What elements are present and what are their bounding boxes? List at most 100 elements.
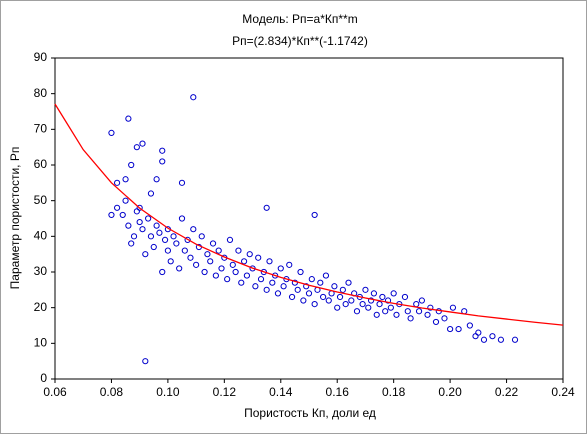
- data-point: [173, 240, 180, 247]
- data-point: [232, 268, 239, 276]
- plot-area: [54, 57, 564, 380]
- data-point: [418, 297, 425, 304]
- x-tick-label: 0.22: [495, 385, 519, 399]
- data-point: [263, 286, 270, 293]
- data-point: [342, 301, 349, 308]
- y-tick-label: 30: [34, 264, 48, 278]
- x-axis-label: Пористость Кп, доли ед: [244, 406, 376, 420]
- data-point: [291, 279, 298, 286]
- x-tick-label: 0.06: [43, 385, 67, 399]
- data-point: [136, 204, 143, 211]
- data-point: [128, 161, 135, 169]
- data-point: [212, 272, 219, 279]
- data-point: [190, 94, 197, 101]
- y-tick-label: 60: [34, 157, 48, 171]
- data-point: [466, 322, 473, 329]
- data-point: [207, 258, 214, 265]
- x-tick-label: 0.18: [382, 385, 406, 399]
- data-point: [359, 301, 366, 308]
- data-point: [201, 268, 208, 276]
- data-point: [142, 358, 149, 365]
- data-point: [176, 265, 183, 272]
- data-point: [286, 261, 293, 268]
- data-point: [424, 311, 431, 318]
- data-point: [240, 258, 248, 265]
- data-point: [181, 247, 188, 254]
- data-point: [243, 272, 251, 279]
- x-tick-label: 0.08: [100, 385, 124, 399]
- y-tick-label: 70: [34, 122, 48, 136]
- data-point: [224, 276, 231, 283]
- data-point: [480, 336, 488, 343]
- chart-subtitle: Рп=(2.834)*Кп**(-1.1742): [232, 34, 368, 48]
- data-point: [235, 247, 242, 254]
- data-point: [362, 286, 369, 293]
- data-point: [415, 308, 423, 315]
- data-point: [384, 297, 392, 304]
- data-point: [167, 258, 174, 265]
- data-point: [367, 297, 375, 304]
- data-point: [305, 290, 313, 297]
- x-tick-label: 0.16: [326, 385, 350, 399]
- data-point: [387, 304, 394, 311]
- data-point: [427, 304, 434, 311]
- data-point: [153, 222, 160, 229]
- data-point: [178, 215, 186, 222]
- data-point: [277, 265, 284, 272]
- data-point: [153, 176, 160, 183]
- data-point: [204, 251, 211, 258]
- data-point: [379, 293, 386, 301]
- y-tick-label: 90: [34, 50, 48, 64]
- data-point: [119, 211, 126, 219]
- data-point: [147, 233, 155, 240]
- data-point: [156, 229, 163, 236]
- x-tick-label: 0.12: [213, 385, 237, 399]
- y-axis-label: Параметр пористости, Рп: [8, 147, 22, 290]
- data-point: [113, 204, 121, 211]
- data-point: [320, 293, 327, 301]
- data-point: [449, 304, 457, 311]
- data-point: [345, 279, 352, 286]
- data-point: [229, 261, 236, 268]
- data-point: [255, 254, 262, 261]
- data-point: [475, 329, 482, 336]
- data-point: [497, 336, 505, 343]
- data-point: [300, 297, 307, 304]
- data-point: [331, 283, 338, 290]
- data-point: [401, 293, 409, 301]
- data-point: [139, 140, 146, 147]
- data-point: [511, 336, 519, 343]
- data-point: [150, 243, 157, 251]
- data-point: [407, 315, 414, 322]
- data-point: [161, 236, 169, 243]
- data-point: [170, 233, 177, 240]
- data-point: [263, 204, 270, 211]
- data-point: [339, 286, 346, 293]
- data-point: [266, 258, 273, 265]
- chart-title: Модель: Рп=а*Кп**m: [242, 12, 357, 26]
- fit-curve: [54, 103, 564, 326]
- data-point: [334, 304, 341, 311]
- data-point: [288, 293, 296, 301]
- data-point: [297, 268, 304, 276]
- data-point: [209, 240, 217, 247]
- x-tick-label: 0.10: [156, 385, 180, 399]
- data-point: [311, 301, 318, 308]
- data-point: [147, 190, 155, 197]
- data-point: [280, 283, 287, 290]
- data-point: [142, 251, 149, 258]
- data-point: [311, 211, 318, 219]
- data-point: [455, 325, 462, 333]
- data-point: [308, 276, 315, 283]
- data-point: [489, 333, 496, 340]
- x-tick-label: 0.24: [551, 385, 575, 399]
- data-point: [238, 279, 245, 286]
- data-point: [370, 290, 378, 297]
- data-point: [198, 233, 205, 240]
- y-tick-label: 20: [34, 300, 48, 314]
- data-point: [187, 254, 194, 261]
- y-tick-label: 50: [34, 193, 48, 207]
- data-point: [294, 286, 301, 293]
